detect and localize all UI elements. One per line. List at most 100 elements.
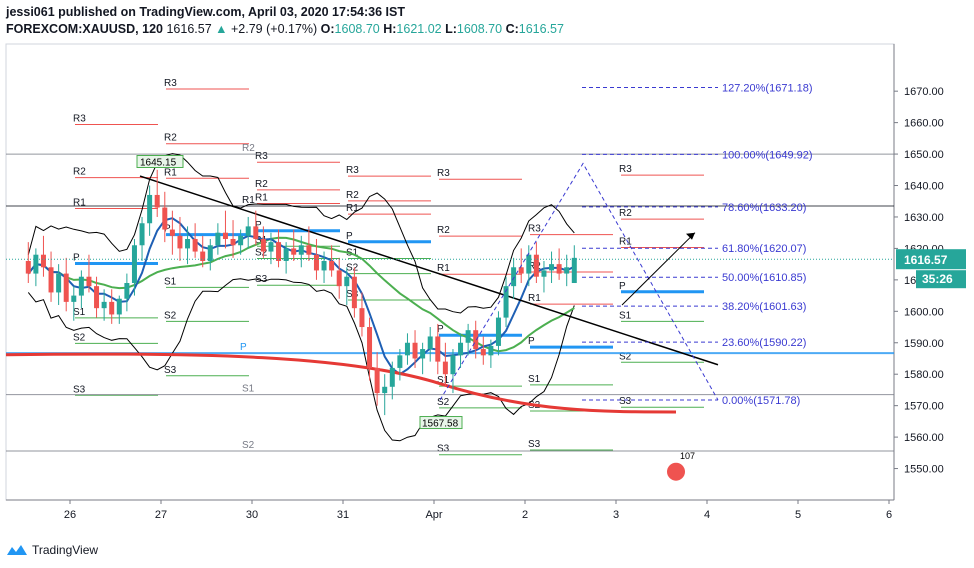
y-tick-label: 1630.00 — [904, 212, 944, 224]
candle-body — [268, 242, 274, 252]
projection-arrow-line — [621, 232, 696, 306]
pivot-label-r1: R1 — [346, 203, 359, 214]
open-value: 1608.70 — [334, 22, 380, 36]
pivot-label-s3: S3 — [619, 396, 632, 407]
low-label: L: — [445, 22, 457, 36]
candle-body — [207, 245, 213, 261]
pivot-label-s2: S2 — [164, 310, 177, 321]
candle-body — [298, 245, 304, 255]
candle-body — [283, 248, 289, 261]
pivot-label-r2: R2 — [437, 225, 450, 236]
pivot-label-s2: S2 — [437, 397, 450, 408]
candle-body — [465, 330, 471, 343]
candle-body — [397, 355, 403, 368]
candle-body — [389, 367, 395, 387]
pivot-label-r2: R2 — [73, 167, 86, 178]
candle-body — [367, 327, 373, 368]
countdown-tag — [916, 270, 966, 289]
footer-brand[interactable]: TradingView — [32, 543, 99, 557]
pivot-label-r1: R1 — [164, 167, 177, 178]
pivot-label-s1: S1 — [346, 247, 359, 258]
pivot-label-s3: S3 — [437, 444, 450, 455]
up-arrow-icon: ▲ — [215, 22, 228, 36]
high-label: H: — [383, 22, 397, 36]
candle-body — [458, 342, 464, 356]
candle-body — [336, 270, 342, 287]
candle-body — [549, 264, 555, 271]
candle-body — [200, 251, 206, 261]
candle-body — [313, 254, 319, 271]
candle-body — [556, 264, 562, 274]
candle-body — [435, 336, 441, 362]
pivot-label-r2: R2 — [255, 179, 268, 190]
fib-level-label: 23.60%(1590.22) — [722, 337, 806, 349]
candle-body — [139, 223, 145, 246]
candle-body — [518, 267, 524, 274]
candle-body — [450, 355, 456, 375]
candle-body — [374, 367, 380, 394]
candle-body — [412, 342, 418, 359]
pivot-label-r3: R3 — [619, 164, 632, 175]
symbol-ohlc-line: FOREXCOM:XAUUSD, 120 1616.57 ▲ +2.79 (+0… — [6, 20, 966, 38]
pivot-label-p: P — [528, 336, 535, 347]
candle-body — [321, 260, 327, 271]
candle-body — [109, 301, 115, 315]
band-upper-line — [27, 153, 575, 314]
pivot-label-s2: S2 — [73, 332, 86, 343]
candle-body — [56, 273, 62, 293]
last-price-tag — [896, 249, 966, 270]
candle-body — [131, 245, 137, 284]
x-tick-label: 6 — [886, 509, 892, 521]
candle-body — [230, 238, 236, 246]
pivot-label-s1: S1 — [164, 276, 177, 287]
close-value: 1616.57 — [518, 22, 564, 36]
low-value: 1608.70 — [456, 22, 503, 36]
y-tick-label: 1590.00 — [904, 338, 944, 350]
candle-body — [480, 349, 486, 356]
projection-arrowhead-icon — [686, 232, 695, 240]
chart-header: jessi061 published on TradingView.com, A… — [6, 4, 966, 40]
pivot-label-r3: R3 — [437, 168, 450, 179]
candle-body — [124, 283, 130, 299]
candle-body — [276, 242, 282, 261]
candle-body — [192, 238, 198, 252]
candle-body — [473, 330, 479, 350]
candle-body — [25, 260, 31, 274]
tradingview-logo-icon[interactable] — [6, 543, 28, 557]
pivot-label-r1: R1 — [619, 236, 632, 247]
candle-body — [503, 286, 509, 318]
pivot-label-p: P — [255, 220, 262, 231]
candle-body — [94, 286, 100, 309]
candle-body — [169, 229, 175, 236]
candle-body — [147, 194, 153, 224]
pivot-label-r3: R3 — [255, 151, 268, 162]
price-chart[interactable]: 1550.00 1560.00 1570.00 1580.00 1590.00 1600.… — [0, 40, 974, 540]
pivot-label-s3: S3 — [528, 439, 541, 450]
y-tick-label: 1570.00 — [904, 401, 944, 413]
candle-body — [116, 298, 122, 315]
candle-body — [71, 295, 77, 302]
candle-body — [185, 238, 191, 249]
pivot-label-r3: R3 — [164, 78, 177, 89]
trend-line — [139, 175, 719, 366]
fib-level-label: 50.00%(1610.85) — [722, 272, 806, 284]
candle-body — [291, 248, 297, 255]
pivot-label-r2: R2 — [164, 133, 177, 144]
last-price: 1616.57 — [166, 22, 212, 36]
pivot-label-r1: R1 — [528, 293, 541, 304]
y-tick-label: 1580.00 — [904, 369, 944, 381]
weekly-pivot-label-p: P — [240, 342, 247, 353]
low-label-box — [419, 416, 463, 430]
candle-body — [488, 345, 494, 356]
pivot-label-p: P — [619, 281, 626, 292]
candle-body — [78, 276, 84, 296]
pivot-label-r1: R1 — [255, 192, 268, 203]
pivot-label-s3: S3 — [73, 384, 86, 395]
candle-body — [351, 276, 357, 309]
candle-body — [564, 267, 570, 274]
footer: TradingView — [6, 540, 98, 560]
weekly-pivot-label-s1: S1 — [242, 384, 255, 395]
x-tick-label: 3 — [613, 509, 619, 521]
symbol-label: FOREXCOM:XAUUSD, 120 — [6, 22, 163, 36]
pivot-label-p: P — [346, 231, 353, 242]
